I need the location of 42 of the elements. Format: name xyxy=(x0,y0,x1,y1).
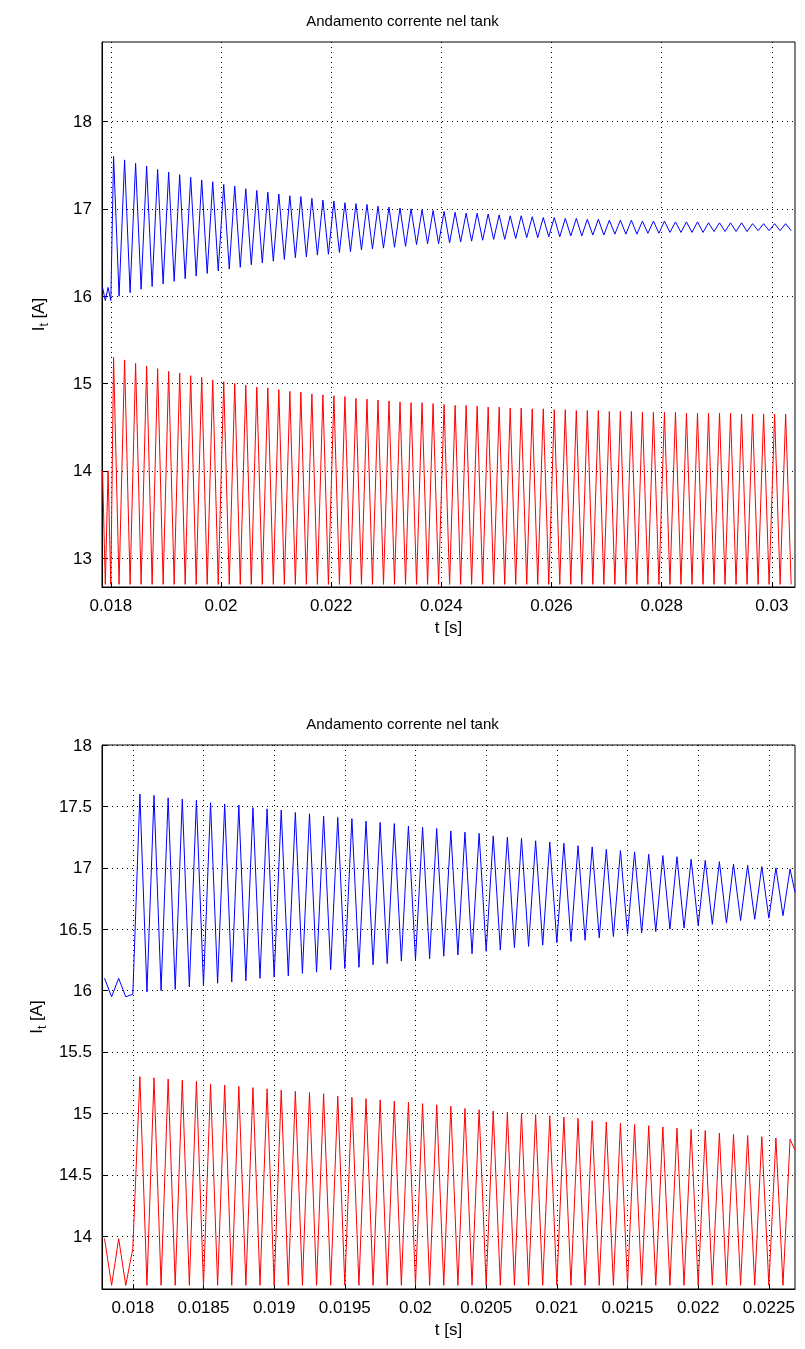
x-tick-label: 0.0195 xyxy=(318,1298,371,1317)
line-series xyxy=(102,155,792,302)
x-tick-label: 0.024 xyxy=(420,596,463,615)
x-tick-label: 0.018 xyxy=(111,1298,155,1317)
x-tick-label: 0.018 xyxy=(89,596,133,615)
x-tick-label: 0.022 xyxy=(309,596,353,615)
y-tick-label: 14.5 xyxy=(58,1165,92,1185)
y-tick-label: 17.5 xyxy=(58,796,92,816)
y-tick-label: 14 xyxy=(73,461,92,481)
chart-title: Andamento corrente nel tank xyxy=(306,12,500,29)
x-tick-label: 0.026 xyxy=(530,596,573,615)
line-series xyxy=(104,1076,796,1286)
x-tick-label: 0.0225 xyxy=(742,1298,795,1317)
y-axis-title: It [A] xyxy=(26,1000,50,1034)
y-tick-label: 18 xyxy=(73,111,92,131)
chart-title: Andamento corrente nel tank xyxy=(306,715,500,732)
x-tick-label: 0.019 xyxy=(252,1298,296,1317)
y-axis-title: It [A] xyxy=(28,297,51,332)
y-tick-label: 17 xyxy=(73,199,92,219)
line-series xyxy=(104,793,796,998)
x-axis-title: t [s] xyxy=(434,1320,463,1339)
y-tick-label: 18 xyxy=(73,735,92,755)
x-tick-label: 0.0215 xyxy=(601,1298,654,1317)
y-tick-label: 15 xyxy=(73,374,92,393)
y-tick-label: 16 xyxy=(73,981,92,1001)
x-tick-label: 0.022 xyxy=(676,1298,720,1317)
x-tick-label: 0.028 xyxy=(640,596,683,615)
y-tick-label: 16.5 xyxy=(58,919,92,939)
y-tick-label: 14 xyxy=(73,1226,92,1246)
x-axis-title: t [s] xyxy=(434,618,463,637)
x-tick-label: 0.0205 xyxy=(460,1298,513,1317)
x-tick-label: 0.021 xyxy=(535,1298,579,1317)
line-series xyxy=(102,356,792,585)
y-tick-label: 16 xyxy=(73,286,92,306)
x-tick-label: 0.02 xyxy=(398,1298,433,1317)
y-tick-label: 15 xyxy=(73,1103,92,1123)
x-tick-label: 0.03 xyxy=(755,596,789,615)
x-tick-label: 0.0185 xyxy=(177,1298,230,1317)
y-tick-label: 13 xyxy=(73,548,92,568)
x-tick-label: 0.02 xyxy=(204,596,238,615)
y-tick-label: 15.5 xyxy=(58,1042,92,1062)
y-tick-label: 17 xyxy=(73,858,92,878)
